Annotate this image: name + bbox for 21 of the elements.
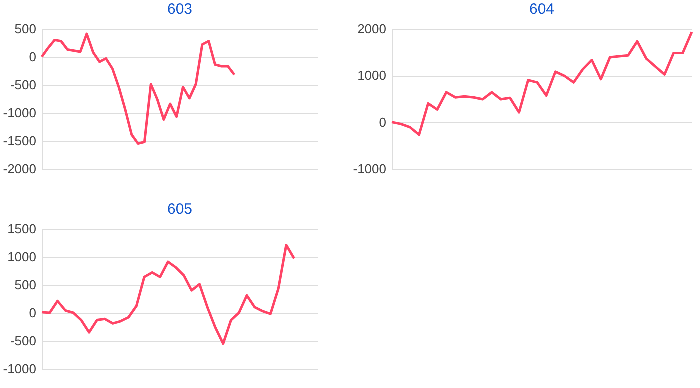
- y-tick-label: 0: [29, 306, 36, 320]
- y-tick-label: -500: [10, 334, 36, 348]
- y-tick-label: -2000: [3, 162, 36, 176]
- y-tick-label: 0: [29, 50, 36, 64]
- y-tick-label: 1000: [8, 250, 36, 264]
- y-tick-label: 500: [14, 278, 36, 292]
- y-tick-label: 0: [379, 114, 386, 130]
- y-tick-label: 2000: [358, 22, 386, 36]
- line-series: [40, 244, 296, 346]
- y-tick-label: -1000: [353, 162, 386, 176]
- chart-title: 604: [529, 1, 555, 18]
- y-tick-label: -1000: [3, 362, 36, 376]
- chart-title: 605: [167, 201, 193, 218]
- y-tick-label: -1500: [3, 134, 36, 148]
- y-tick-label: -1000: [3, 106, 36, 120]
- y-tick-label: 1000: [358, 68, 386, 84]
- line-series: [40, 32, 236, 146]
- y-tick-label: 500: [14, 22, 36, 36]
- y-tick-label: -500: [10, 78, 36, 92]
- chart-title: 603: [167, 1, 193, 18]
- y-tick-label: 1500: [8, 222, 36, 236]
